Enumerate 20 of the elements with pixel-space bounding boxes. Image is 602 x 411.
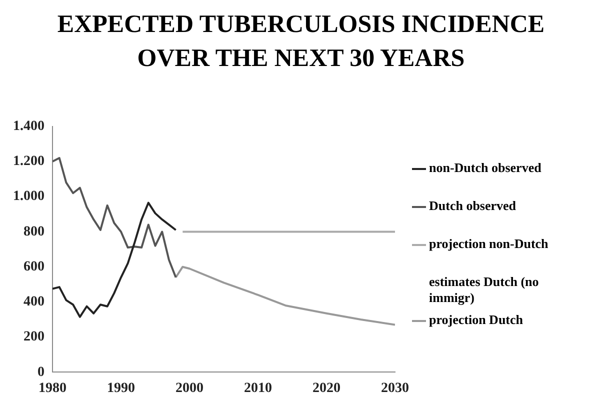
x-tick-label: 2000 xyxy=(176,381,204,396)
legend-label: projection Dutch xyxy=(429,312,524,328)
y-tick-label: 600 xyxy=(24,259,44,274)
legend-label: Dutch observed xyxy=(429,198,516,214)
y-tick-label: 400 xyxy=(24,294,44,310)
y-tick-label: 0 xyxy=(38,364,44,380)
y-tick-label: 1.200 xyxy=(13,154,44,170)
x-tick-label: 2030 xyxy=(381,381,409,396)
y-tick-label: 1.400 xyxy=(13,119,44,134)
y-tick-label: 1.000 xyxy=(13,189,44,204)
x-tick-label: 2020 xyxy=(312,381,340,396)
x-tick-label: 1980 xyxy=(38,381,66,396)
text: estimates Dutch (no immigr) xyxy=(429,274,540,306)
y-tick-label: 200 xyxy=(24,330,44,345)
x-tick-label: 1990 xyxy=(107,381,135,396)
legend-label: projection non-Dutch xyxy=(429,236,548,252)
y-tick-label: 800 xyxy=(24,224,44,240)
x-tick-label: 2010 xyxy=(244,381,272,396)
chart-title: EXPECTED TUBERCULOSIS INCIDENCE OVER THE NEXT 30 YEARS xyxy=(56,10,546,74)
legend-label: non-Dutch observed xyxy=(429,160,542,176)
